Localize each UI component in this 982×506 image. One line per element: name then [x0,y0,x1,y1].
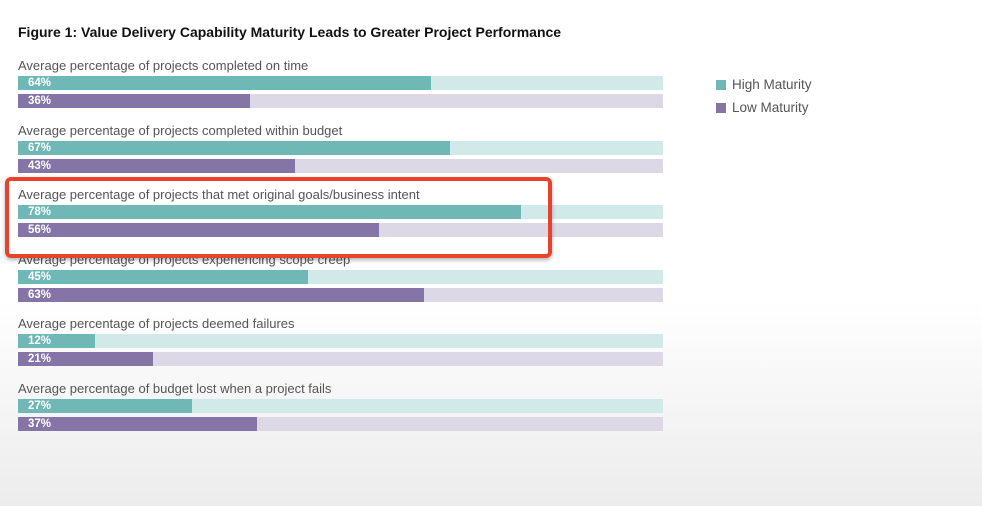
legend-high-maturity: High Maturity [716,77,812,92]
bar-track: 43% [18,158,663,173]
bar-track: 21% [18,352,663,366]
bar [18,158,296,173]
bar [18,94,251,108]
category-label: Average percentage of projects deemed fa… [18,316,295,331]
bar [18,334,96,348]
bar-group: Average percentage of projects deemed fa… [18,316,663,370]
bar-group: Average percentage of budget lost when a… [18,381,663,435]
data-label: 78% [28,206,52,218]
bar-track: 63% [18,287,663,302]
bar-track: 67% [18,140,663,155]
bar-group: Average percentage of projects completed… [18,123,663,177]
bar [18,223,380,237]
bar-track: 37% [18,416,663,431]
legend-swatch-low [716,102,726,113]
bar [18,140,451,155]
bar-track: 27% [18,398,663,413]
chart-title: Figure 1: Value Delivery Capability Matu… [18,24,562,40]
bar [18,76,431,90]
bar-group: Average percentage of projects that met … [18,187,663,241]
category-label: Average percentage of projects that met … [18,187,420,202]
bar [18,205,522,219]
data-label: 67% [28,141,52,154]
category-label: Average percentage of budget lost when a… [18,380,332,396]
bar [18,269,309,284]
data-label: 63% [28,288,52,301]
legend-label: Low Maturity [732,100,809,115]
data-label: 56% [28,224,52,236]
bar [18,398,193,413]
category-label: Average percentage of projects completed… [18,58,309,73]
bar-track: 78% [18,205,663,219]
bar-track: 64% [18,76,663,90]
data-label: 45% [28,270,52,283]
bar-track: 36% [18,94,663,108]
data-label: 37% [28,417,52,430]
data-label: 36% [28,95,52,107]
data-label: 12% [28,335,52,347]
bar [18,287,425,302]
data-label: 27% [28,399,52,412]
data-label: 21% [28,353,52,365]
legend-label: High Maturity [732,77,812,92]
legend-swatch-high [716,79,726,90]
bar-track: 45% [18,269,663,284]
bar-group: Average percentage of projects experienc… [18,252,663,306]
bar-track: 56% [18,223,663,237]
bar [18,416,257,431]
legend-low-maturity: Low Maturity [716,100,809,115]
bar [18,352,154,366]
data-label: 43% [28,159,52,172]
bar-track: 12% [18,334,663,348]
bar-group: Average percentage of projects completed… [18,58,663,112]
data-label: 64% [28,77,52,89]
category-label: Average percentage of projects completed… [18,122,343,138]
highlight-box [5,177,552,258]
